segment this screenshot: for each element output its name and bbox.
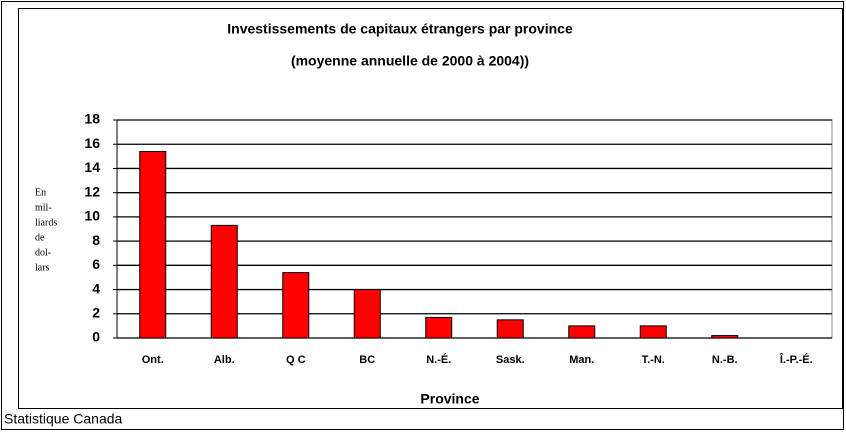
- bar: [711, 335, 739, 339]
- bar: [139, 150, 167, 339]
- x-tick-label: Q C: [286, 354, 306, 366]
- source: Statistique Canada: [4, 411, 123, 427]
- y-tick-label: 16: [84, 135, 100, 151]
- y-tick-label: 10: [84, 208, 100, 224]
- bar: [639, 325, 667, 339]
- bar: [210, 224, 238, 339]
- y-axis-label: dol-: [35, 247, 51, 258]
- y-tick-label: 18: [84, 111, 100, 127]
- y-axis-label: liards: [35, 217, 57, 228]
- x-tick-label: Sask.: [496, 354, 525, 366]
- bar: [282, 272, 310, 339]
- bar: [568, 325, 596, 339]
- chart-frame: [18, 8, 843, 409]
- y-axis-label: En: [35, 187, 46, 198]
- y-tick-label: 12: [84, 183, 100, 199]
- y-tick-label: 8: [92, 232, 100, 248]
- y-tick-label: 0: [92, 329, 100, 345]
- x-tick-label: N.-B.: [712, 354, 738, 366]
- bar: [425, 316, 453, 339]
- x-tick-label: Alb.: [214, 354, 235, 366]
- y-tick-label: 14: [84, 159, 100, 175]
- y-tick-label: 2: [92, 304, 100, 320]
- bar: [496, 319, 524, 339]
- chart-subtitle: (moyenne annuelle de 2000 à 2004)): [291, 53, 529, 69]
- x-tick-label: BC: [359, 354, 375, 366]
- bar: [353, 289, 381, 339]
- x-tick-label: N.-É.: [426, 353, 451, 366]
- chart-title: Investissements de capitaux étrangers pa…: [227, 21, 573, 37]
- x-tick-label: T.-N.: [642, 354, 665, 366]
- y-tick-label: 6: [92, 256, 100, 272]
- x-tick-label: Î.-P.-É.: [779, 353, 813, 366]
- y-axis-label: mil-: [35, 202, 52, 213]
- x-tick-label: Man.: [569, 354, 594, 366]
- y-axis-label: lars: [35, 262, 50, 273]
- x-axis-label: Province: [420, 391, 479, 407]
- x-tick-label: Ont.: [142, 354, 164, 366]
- y-tick-label: 4: [92, 280, 100, 296]
- y-axis-label: de: [35, 232, 45, 243]
